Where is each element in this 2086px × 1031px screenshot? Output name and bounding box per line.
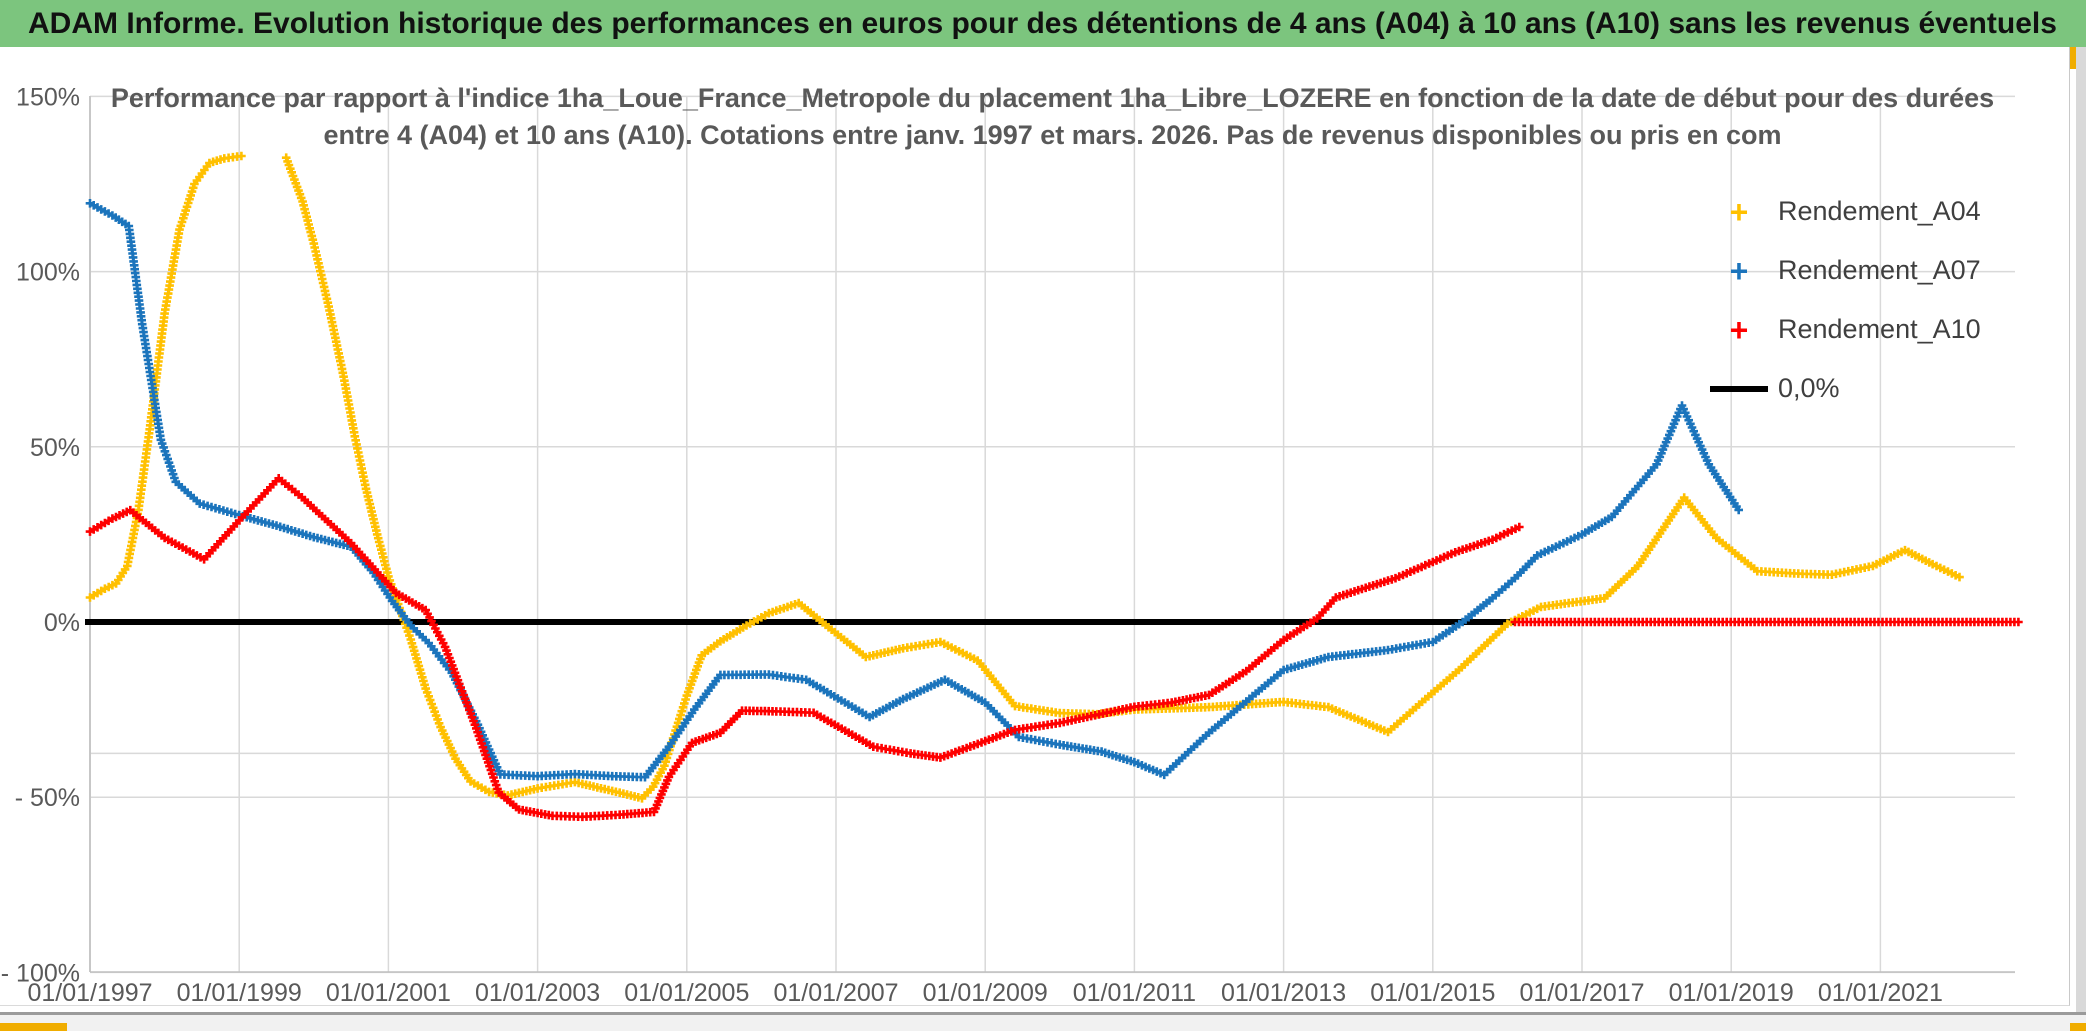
x-tick-label: 01/01/1999 — [177, 979, 302, 1007]
series-line-rendement_a04[interactable] — [89, 155, 242, 599]
x-tick-label: 01/01/2013 — [1221, 979, 1346, 1007]
accent-bottom-right — [2070, 1023, 2086, 1031]
plus-marker-icon: + — [1729, 252, 1749, 289]
chart-frame — [0, 47, 2070, 1006]
x-tick-label: 01/01/2017 — [1519, 979, 1644, 1007]
page-title: ADAM Informe. Evolution historique des p… — [0, 0, 2086, 47]
accent-bottom-left — [0, 1023, 67, 1031]
x-tick-label: 01/01/2009 — [923, 979, 1048, 1007]
x-tick-label: 01/01/2015 — [1370, 979, 1495, 1007]
legend-item-rendement-a10[interactable]: + Rendement_A10 — [1700, 300, 2000, 359]
series-line-rendement_a10[interactable] — [89, 477, 1520, 818]
x-tick-label: 01/01/2007 — [773, 979, 898, 1007]
x-tick-label: 01/01/1997 — [27, 979, 152, 1007]
chart-title: Performance par rapport à l'indice 1ha_L… — [90, 80, 2015, 154]
bottom-bar — [0, 1015, 2086, 1031]
chart-title-line1: Performance par rapport à l'indice 1ha_L… — [110, 83, 1995, 113]
legend-label: Rendement_A04 — [1778, 196, 1981, 226]
y-tick-label: 0% — [44, 609, 80, 637]
line-swatch-icon — [1700, 385, 1778, 392]
series-markers-rendement_a10[interactable] — [1510, 617, 2023, 627]
bottom-divider — [0, 1012, 2086, 1015]
y-tick-label: 100% — [16, 259, 80, 287]
y-tick-label: 150% — [16, 83, 80, 111]
series-markers-rendement_a10[interactable] — [85, 474, 1524, 822]
y-tick-label: - 100% — [1, 959, 80, 987]
chart-legend: + Rendement_A04 + Rendement_A07 + Rendem… — [1700, 182, 2000, 418]
x-tick-label: 01/01/2019 — [1669, 979, 1794, 1007]
legend-item-rendement-a04[interactable]: + Rendement_A04 — [1700, 182, 2000, 241]
x-tick-label: 01/01/2003 — [475, 979, 600, 1007]
chart-title-line2: entre 4 (A04) et 10 ans (A10). Cotations… — [323, 120, 1782, 150]
legend-item-zero-line[interactable]: 0,0% — [1700, 359, 2000, 418]
legend-label: Rendement_A10 — [1778, 314, 1981, 344]
y-tick-label: - 50% — [15, 784, 80, 812]
plus-marker-icon: + — [1729, 193, 1749, 230]
x-tick-label: 01/01/2021 — [1818, 979, 1943, 1007]
x-tick-label: 01/01/2011 — [1073, 979, 1196, 1007]
x-tick-label: 01/01/2005 — [624, 979, 749, 1007]
x-tick-label: 01/01/2001 — [326, 979, 451, 1007]
y-tick-label: 50% — [30, 434, 80, 462]
legend-label: 0,0% — [1778, 373, 1840, 403]
plus-marker-icon: + — [1729, 311, 1749, 348]
right-gutter — [2076, 47, 2086, 1015]
legend-item-rendement-a07[interactable]: + Rendement_A07 — [1700, 241, 2000, 300]
series-markers-rendement_a07[interactable] — [85, 199, 1743, 782]
legend-label: Rendement_A07 — [1778, 255, 1981, 285]
series-markers-rendement_a04[interactable] — [281, 153, 1964, 803]
